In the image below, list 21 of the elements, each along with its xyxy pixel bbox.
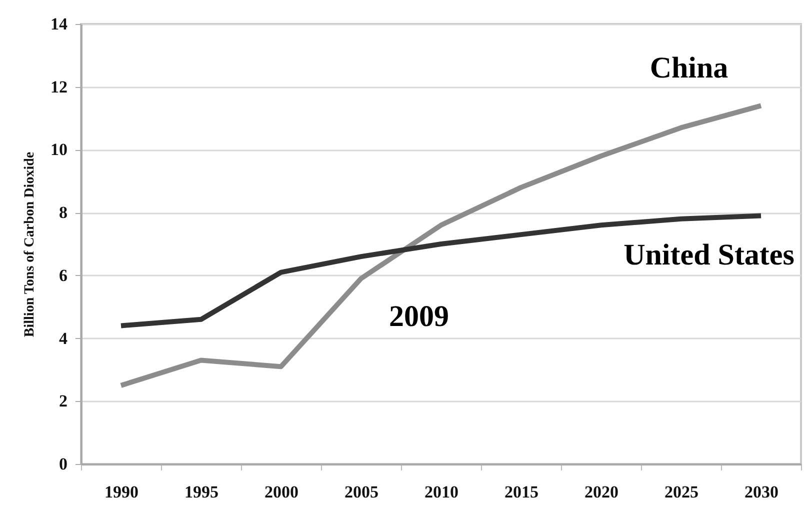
- y-tick-label: 6: [59, 266, 68, 285]
- x-tick-label: 2005: [344, 482, 378, 502]
- x-tick-label: 1995: [184, 482, 218, 502]
- x-tick-label: 2010: [424, 482, 458, 502]
- x-tick-label: 2000: [264, 482, 298, 502]
- series-label: United States: [624, 238, 794, 272]
- y-axis-title: Billion Tons of Carbon Dioxide: [22, 152, 38, 338]
- annotation: 2009: [389, 300, 449, 333]
- x-tick-label: 2025: [664, 482, 698, 502]
- y-tick-label: 10: [50, 140, 68, 160]
- y-tick-label: 8: [59, 203, 68, 222]
- y-tick-label: 2: [59, 392, 68, 411]
- x-tick-label: 2020: [584, 482, 618, 502]
- x-tick-label: 2030: [744, 482, 778, 502]
- y-tick-label: 14: [50, 14, 68, 34]
- x-tick-label: 2015: [504, 482, 538, 502]
- y-tick-label: 0: [59, 454, 68, 474]
- y-tick-label: 12: [50, 77, 68, 96]
- y-tick-label: 4: [59, 328, 68, 348]
- x-tick-label: 1990: [104, 482, 138, 502]
- series-label: China: [650, 52, 728, 85]
